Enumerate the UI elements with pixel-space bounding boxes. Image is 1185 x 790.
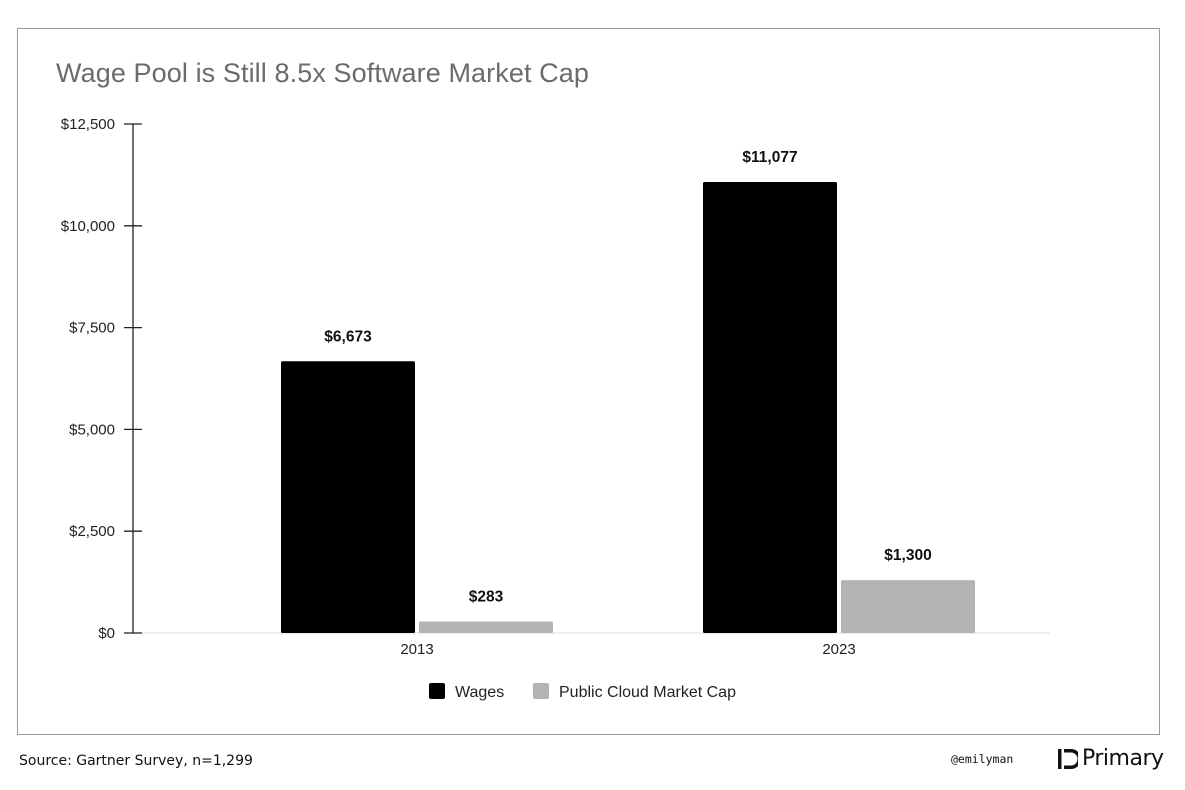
bar-public-cloud-market-cap xyxy=(419,621,553,633)
source-note: Source: Gartner Survey, n=1,299 xyxy=(19,753,253,769)
brand-logo: Primary xyxy=(1058,746,1164,771)
x-tick-label: 2023 xyxy=(822,641,855,658)
legend-swatch xyxy=(533,683,549,699)
x-tick-label: 2013 xyxy=(400,641,433,658)
brand-name: Primary xyxy=(1082,746,1164,771)
bar-wages xyxy=(703,181,837,633)
data-label: $1,300 xyxy=(884,547,931,564)
y-tick-label: $5,000 xyxy=(69,421,115,438)
author-handle: @emilyman xyxy=(951,752,1014,766)
data-label: $283 xyxy=(469,588,504,605)
y-tick-label: $2,500 xyxy=(69,523,115,540)
primary-logo-icon xyxy=(1058,748,1078,769)
legend-label: Public Cloud Market Cap xyxy=(559,684,736,701)
chart-title: Wage Pool is Still 8.5x Software Market … xyxy=(56,58,590,88)
legend-swatch xyxy=(429,683,445,699)
data-label: $11,077 xyxy=(742,149,797,166)
y-tick-label: $12,500 xyxy=(61,116,115,133)
y-tick-label: $7,500 xyxy=(69,320,115,337)
bar-wages xyxy=(281,361,415,633)
bar-public-cloud-market-cap xyxy=(841,580,975,633)
data-label: $6,673 xyxy=(324,328,372,345)
y-tick-label: $0 xyxy=(98,625,115,642)
y-tick-label: $10,000 xyxy=(61,218,115,235)
legend-label: Wages xyxy=(455,684,504,701)
